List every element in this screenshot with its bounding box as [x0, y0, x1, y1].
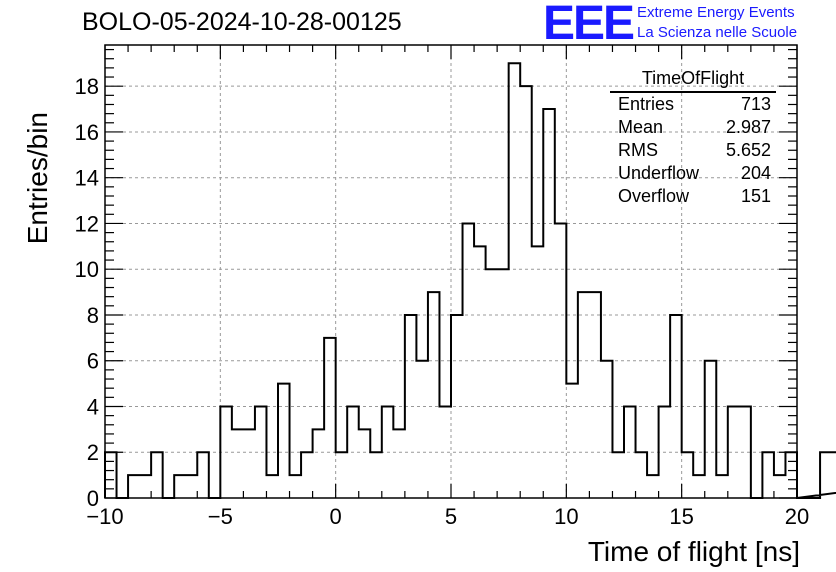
stats-value: 204 — [740, 163, 771, 183]
histogram-series-line — [104, 62, 836, 499]
stats-label: Overflow — [618, 186, 690, 206]
x-axis-label: Time of flight [ns] — [587, 536, 800, 567]
logo-line-2: La Scienza nelle Scuole — [637, 24, 798, 41]
y-tick-label: 6 — [87, 349, 99, 374]
x-tick-label: 20 — [785, 504, 809, 529]
x-tick-label: 0 — [330, 504, 342, 529]
run-title: BOLO-05-2024-10-28-00125 — [82, 8, 402, 36]
stats-row-underflow: Underflow 204 — [610, 162, 776, 185]
stats-value: 713 — [740, 94, 771, 114]
x-tick-label: −10 — [86, 504, 123, 529]
y-tick-label: 0 — [87, 486, 99, 511]
stats-value: 2.987 — [725, 117, 771, 137]
stats-value: 5.652 — [725, 140, 771, 160]
stats-box: TimeOfFlight Entries 713 Mean 2.987 RMS … — [610, 68, 776, 208]
y-tick-label: 10 — [75, 257, 99, 282]
y-axis-label: Entries/bin — [22, 112, 53, 245]
y-tick-label: 14 — [75, 166, 99, 191]
stats-label: Underflow — [618, 163, 700, 183]
x-tick-label: 5 — [445, 504, 457, 529]
stats-label: Entries — [618, 94, 675, 114]
x-tick-label: −5 — [208, 504, 233, 529]
y-tick-label: 4 — [87, 394, 99, 419]
stats-label: Mean — [618, 117, 664, 137]
stats-row-rms: RMS 5.652 — [610, 139, 776, 162]
stats-label: RMS — [618, 140, 658, 160]
y-tick-label: 12 — [75, 211, 99, 236]
stats-row-mean: Mean 2.987 — [610, 116, 776, 139]
eee-logo: EEE — [543, 0, 635, 50]
stats-row-overflow: Overflow 151 — [610, 185, 776, 208]
y-tick-label: 18 — [75, 74, 99, 99]
tick-labels: −10 −5 0 5 10 15 20 0 2 4 6 8 10 12 14 16 18 — [75, 74, 810, 529]
stats-title: TimeOfFlight — [610, 68, 776, 93]
y-tick-label: 2 — [87, 440, 99, 465]
x-tick-label: 15 — [669, 504, 693, 529]
stats-value: 151 — [740, 186, 771, 206]
logo-line-1: Extreme Energy Events — [637, 4, 795, 21]
x-tick-label: 10 — [554, 504, 578, 529]
y-tick-label: 16 — [75, 120, 99, 145]
stats-row-entries: Entries 713 — [610, 93, 776, 116]
axes — [104, 44, 798, 499]
y-tick-label: 8 — [87, 303, 99, 328]
